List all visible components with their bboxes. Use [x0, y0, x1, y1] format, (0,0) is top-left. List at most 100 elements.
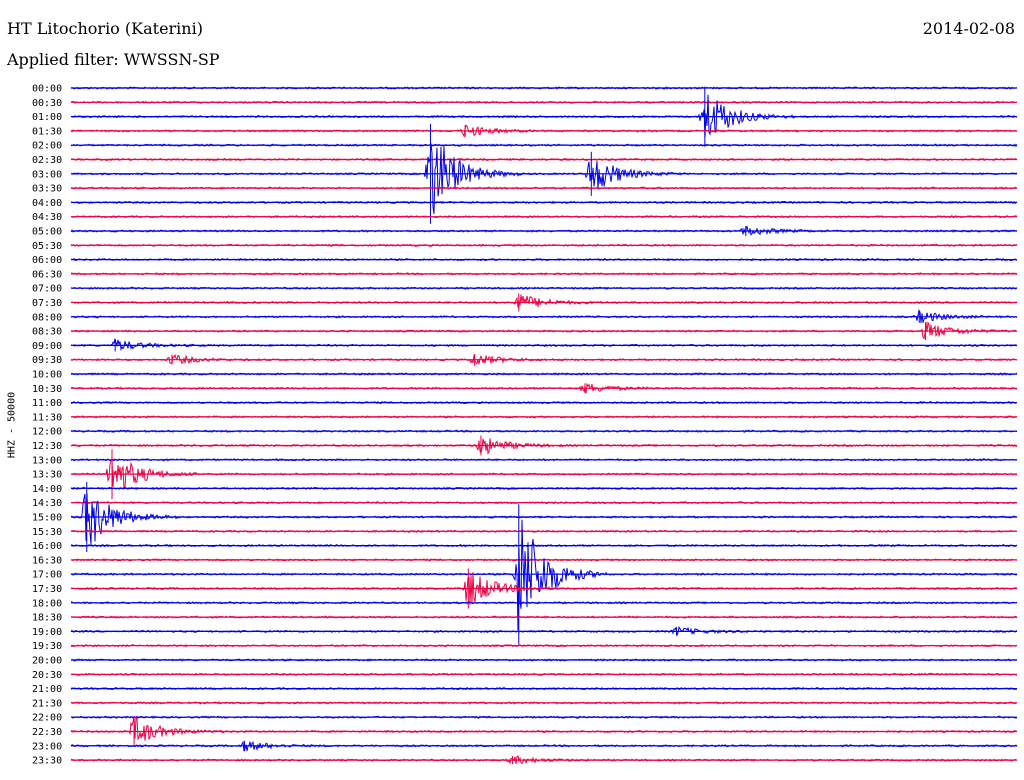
time-label: 10:00 — [32, 370, 62, 381]
trace-row-0400: 04:00 — [32, 198, 1018, 209]
time-label: 06:30 — [32, 269, 62, 280]
station-title: HT Litochorio (Katerini) — [7, 19, 203, 38]
time-label: 16:30 — [32, 555, 62, 566]
seismic-trace — [70, 320, 1017, 340]
time-label: 00:00 — [32, 84, 62, 95]
filter-label: Applied filter: WWSSN-SP — [7, 50, 220, 69]
trace-row-2330: 23:30 — [32, 755, 1018, 767]
time-label: 20:00 — [32, 656, 62, 667]
trace-row-0000: 00:00 — [32, 84, 1018, 95]
time-label: 07:30 — [32, 298, 62, 309]
time-label: 09:00 — [32, 341, 62, 352]
time-label: 19:30 — [32, 641, 62, 652]
trace-row-1330: 13:30 — [32, 449, 1018, 500]
seismic-trace — [70, 493, 1018, 545]
trace-row-1530: 15:30 — [32, 527, 1018, 538]
trace-row-2100: 21:00 — [32, 684, 1018, 695]
time-label: 06:00 — [32, 255, 62, 266]
time-label: 13:30 — [32, 470, 62, 481]
trace-row-0730: 07:30 — [32, 293, 1018, 312]
time-label: 10:30 — [32, 384, 62, 395]
trace-row-0600: 06:00 — [32, 255, 1018, 266]
trace-row-0530: 05:30 — [32, 241, 1018, 252]
time-label: 04:00 — [32, 198, 62, 209]
time-label: 17:00 — [32, 570, 62, 581]
trace-row-0130: 01:30 — [32, 124, 1018, 138]
trace-row-0430: 04:30 — [32, 212, 1018, 223]
time-label: 08:30 — [32, 327, 62, 338]
time-label: 08:00 — [32, 312, 62, 323]
trace-row-1400: 14:00 — [32, 484, 1018, 495]
trace-row-1000: 10:00 — [32, 370, 1018, 381]
trace-row-1430: 14:30 — [32, 498, 1018, 509]
trace-row-2000: 20:00 — [32, 656, 1018, 667]
time-label: 17:30 — [32, 584, 62, 595]
time-label: 12:30 — [32, 441, 62, 452]
trace-row-2300: 23:00 — [32, 740, 1018, 752]
trace-row-1830: 18:30 — [32, 613, 1018, 624]
trace-row-1700: 17:00 — [32, 504, 1018, 645]
trace-row-0930: 09:30 — [32, 353, 1018, 366]
trace-row-2030: 20:30 — [32, 670, 1018, 681]
trace-row-1930: 19:30 — [32, 641, 1018, 652]
date-label: 2014-02-08 — [922, 19, 1015, 38]
time-label: 04:30 — [32, 212, 62, 223]
trace-row-0030: 00:30 — [32, 98, 1018, 109]
time-label: 14:30 — [32, 498, 62, 509]
trace-row-2200: 22:00 — [32, 713, 1018, 724]
trace-row-1200: 12:00 — [32, 427, 1018, 438]
trace-row-1900: 19:00 — [32, 626, 1018, 638]
trace-row-1800: 18:00 — [32, 598, 1018, 609]
trace-row-0300: 03:00 — [32, 123, 1018, 224]
time-label: 09:30 — [32, 355, 62, 366]
trace-row-1130: 11:30 — [32, 412, 1018, 423]
trace-row-0700: 07:00 — [32, 284, 1018, 295]
time-label: 11:00 — [32, 398, 62, 409]
time-label: 21:00 — [32, 684, 62, 695]
time-label: 19:00 — [32, 627, 62, 638]
time-label: 18:30 — [32, 613, 62, 624]
trace-row-0330: 03:30 — [32, 184, 1018, 195]
trace-row-0200: 02:00 — [32, 141, 1018, 152]
time-label: 05:00 — [32, 227, 62, 238]
time-label: 00:30 — [32, 98, 62, 109]
time-label: 15:30 — [32, 527, 62, 538]
time-label: 22:00 — [32, 713, 62, 724]
time-label: 07:00 — [32, 284, 62, 295]
time-label: 02:30 — [32, 155, 62, 166]
time-label: 02:00 — [32, 141, 62, 152]
time-label: 13:00 — [32, 455, 62, 466]
time-label: 18:00 — [32, 598, 62, 609]
seismic-trace — [70, 338, 1018, 352]
seismic-trace — [70, 519, 1018, 631]
time-label: 14:00 — [32, 484, 62, 495]
time-label: 23:00 — [32, 741, 62, 752]
trace-row-0900: 09:00 — [32, 338, 1018, 352]
seismic-trace — [70, 716, 1018, 741]
trace-row-0230: 02:30 — [32, 155, 1018, 166]
trace-row-0630: 06:30 — [32, 269, 1018, 280]
time-label: 22:30 — [32, 727, 62, 738]
time-label: 01:00 — [32, 112, 62, 123]
time-label: 21:30 — [32, 698, 62, 709]
trace-row-1230: 12:30 — [32, 435, 1017, 456]
time-label: 05:30 — [32, 241, 62, 252]
trace-row-2130: 21:30 — [32, 698, 1018, 709]
time-label: 16:00 — [32, 541, 62, 552]
trace-row-2230: 22:30 — [32, 716, 1018, 747]
trace-row-1100: 11:00 — [32, 398, 1018, 409]
trace-row-0100: 01:00 — [32, 86, 1018, 147]
trace-row-1300: 13:00 — [32, 455, 1018, 466]
trace-row-0800: 08:00 — [32, 309, 1018, 323]
trace-row-1600: 16:00 — [32, 541, 1018, 552]
time-label: 11:30 — [32, 412, 62, 423]
time-label: 23:30 — [32, 756, 62, 767]
seismic-trace — [70, 294, 1018, 308]
time-label: 12:00 — [32, 427, 62, 438]
time-label: 15:00 — [32, 513, 62, 524]
time-label: 03:30 — [32, 184, 62, 195]
trace-row-0830: 08:30 — [32, 320, 1017, 341]
trace-row-1730: 17:30 — [32, 568, 1018, 609]
